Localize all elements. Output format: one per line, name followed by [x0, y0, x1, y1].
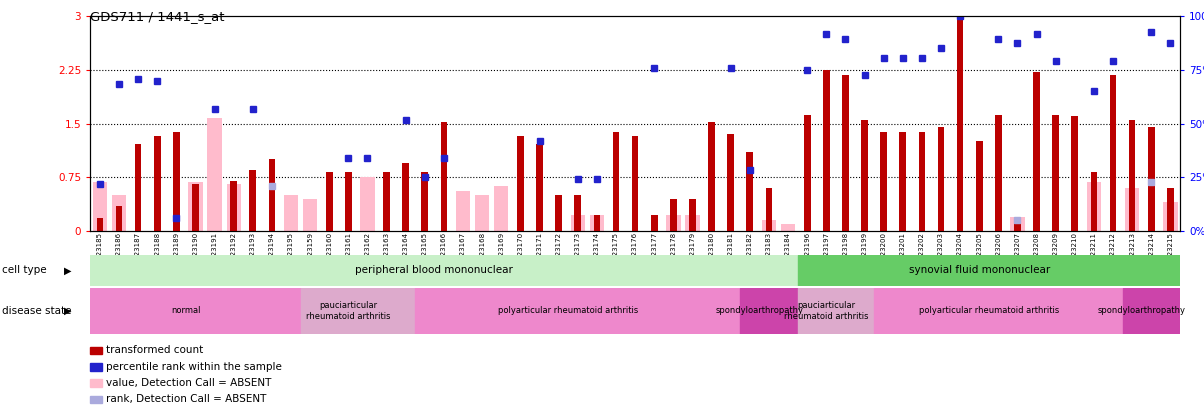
- Bar: [154, 136, 160, 231]
- Bar: [740, 288, 797, 334]
- Bar: [919, 132, 925, 231]
- Bar: [226, 184, 241, 231]
- Bar: [93, 182, 107, 231]
- Text: value, Detection Call = ABSENT: value, Detection Call = ABSENT: [106, 378, 271, 388]
- Bar: [173, 132, 179, 231]
- Bar: [746, 152, 754, 231]
- Bar: [842, 75, 849, 231]
- Text: rank, Detection Call = ABSENT: rank, Detection Call = ABSENT: [106, 394, 266, 404]
- Text: polyarticular rheumatoid arthritis: polyarticular rheumatoid arthritis: [498, 306, 638, 315]
- Bar: [995, 115, 1002, 231]
- Bar: [284, 195, 299, 231]
- Bar: [346, 172, 352, 231]
- Bar: [797, 255, 1180, 286]
- Bar: [90, 288, 301, 334]
- Bar: [476, 195, 489, 231]
- Text: synovial fluid mononuclear: synovial fluid mononuclear: [909, 265, 1050, 275]
- Text: spondyloarthropathy: spondyloarthropathy: [1098, 306, 1186, 315]
- Text: ▶: ▶: [64, 306, 71, 316]
- Text: normal: normal: [171, 306, 201, 315]
- Text: cell type: cell type: [2, 265, 47, 275]
- Bar: [383, 172, 390, 231]
- Bar: [804, 115, 810, 231]
- Bar: [880, 132, 887, 231]
- Bar: [861, 120, 868, 231]
- Text: peripheral blood mononuclear: peripheral blood mononuclear: [355, 265, 513, 275]
- Bar: [90, 255, 797, 286]
- Text: pauciarticular
rheumatoid arthritis: pauciarticular rheumatoid arthritis: [784, 301, 868, 320]
- Bar: [1014, 222, 1021, 231]
- Bar: [517, 136, 524, 231]
- Bar: [1052, 115, 1060, 231]
- Bar: [536, 143, 543, 231]
- Text: disease state: disease state: [2, 306, 72, 316]
- Bar: [207, 118, 222, 231]
- Bar: [874, 288, 1122, 334]
- Bar: [594, 215, 601, 231]
- Bar: [555, 195, 562, 231]
- Bar: [689, 199, 696, 231]
- Bar: [613, 132, 619, 231]
- Bar: [1033, 72, 1040, 231]
- Bar: [268, 159, 276, 231]
- Bar: [590, 215, 604, 231]
- Bar: [1125, 188, 1139, 231]
- Bar: [899, 132, 907, 231]
- Bar: [574, 195, 582, 231]
- Text: spondyloarthropathy: spondyloarthropathy: [715, 306, 803, 315]
- Bar: [708, 122, 715, 231]
- Bar: [797, 288, 874, 334]
- Bar: [1087, 182, 1102, 231]
- Bar: [766, 188, 772, 231]
- Text: ▶: ▶: [64, 265, 71, 275]
- Bar: [326, 172, 332, 231]
- Bar: [1147, 127, 1155, 231]
- Text: polyarticular rheumatoid arthritis: polyarticular rheumatoid arthritis: [919, 306, 1058, 315]
- Bar: [1010, 217, 1025, 231]
- Bar: [249, 170, 256, 231]
- Bar: [421, 172, 429, 231]
- Bar: [669, 199, 677, 231]
- Bar: [456, 192, 471, 231]
- Bar: [116, 206, 123, 231]
- Bar: [1163, 202, 1178, 231]
- Bar: [571, 215, 585, 231]
- Bar: [360, 177, 374, 231]
- Bar: [781, 224, 795, 231]
- Bar: [494, 186, 508, 231]
- Bar: [822, 70, 830, 231]
- Bar: [135, 143, 141, 231]
- Bar: [762, 220, 777, 231]
- Bar: [1091, 172, 1097, 231]
- Bar: [685, 215, 700, 231]
- Bar: [415, 288, 740, 334]
- Bar: [193, 184, 199, 231]
- Bar: [666, 215, 680, 231]
- Text: transformed count: transformed count: [106, 345, 203, 355]
- Bar: [301, 288, 415, 334]
- Bar: [1110, 75, 1116, 231]
- Bar: [1167, 188, 1174, 231]
- Bar: [632, 136, 638, 231]
- Bar: [112, 195, 126, 231]
- Bar: [651, 215, 657, 231]
- Bar: [1072, 116, 1078, 231]
- Bar: [303, 199, 318, 231]
- Text: pauciarticular
rheumatoid arthritis: pauciarticular rheumatoid arthritis: [306, 301, 390, 320]
- Bar: [441, 122, 448, 231]
- Text: percentile rank within the sample: percentile rank within the sample: [106, 362, 282, 371]
- Bar: [188, 182, 202, 231]
- Bar: [727, 134, 734, 231]
- Text: GDS711 / 1441_s_at: GDS711 / 1441_s_at: [90, 10, 225, 23]
- Bar: [96, 218, 104, 231]
- Bar: [402, 163, 409, 231]
- Bar: [1129, 120, 1135, 231]
- Bar: [957, 20, 963, 231]
- Bar: [976, 141, 982, 231]
- Bar: [1122, 288, 1180, 334]
- Bar: [938, 127, 944, 231]
- Bar: [230, 181, 237, 231]
